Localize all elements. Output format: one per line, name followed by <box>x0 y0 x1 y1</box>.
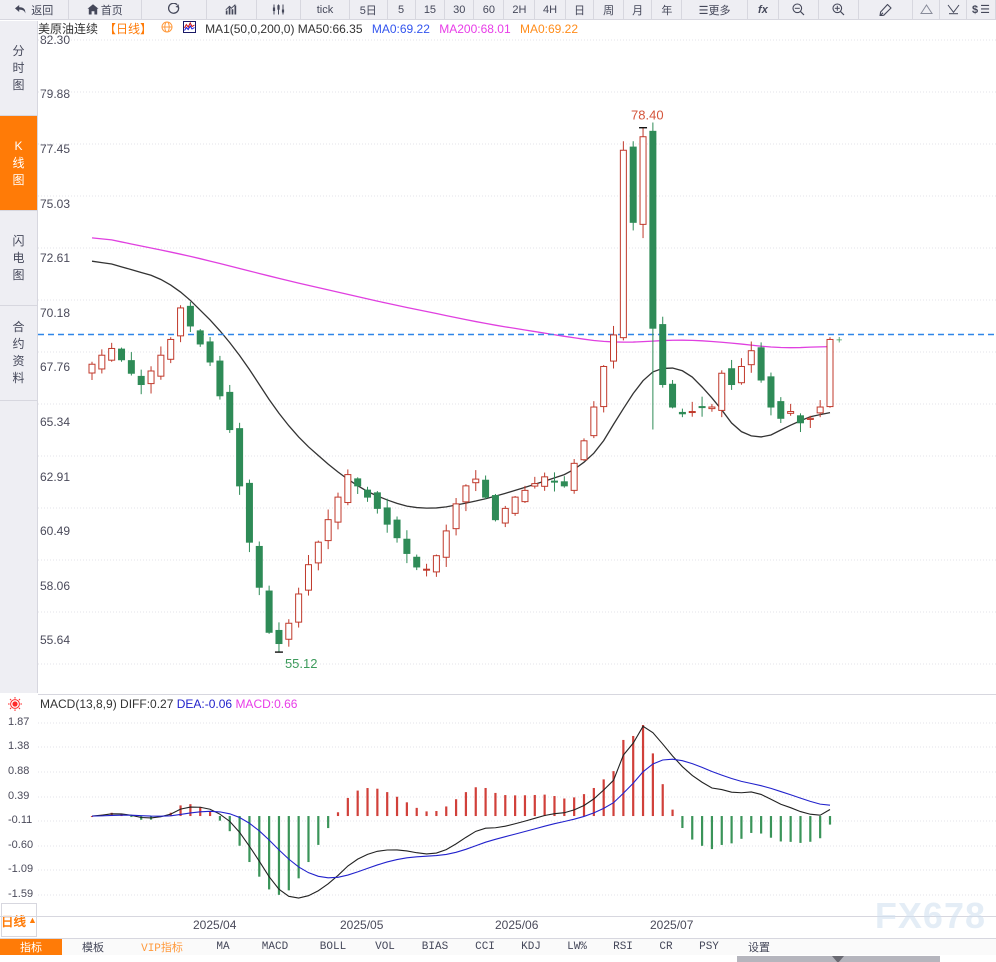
svg-text:55.12: 55.12 <box>285 656 318 671</box>
svg-text:+: + <box>836 334 842 346</box>
svg-text:78.40: 78.40 <box>631 108 664 123</box>
